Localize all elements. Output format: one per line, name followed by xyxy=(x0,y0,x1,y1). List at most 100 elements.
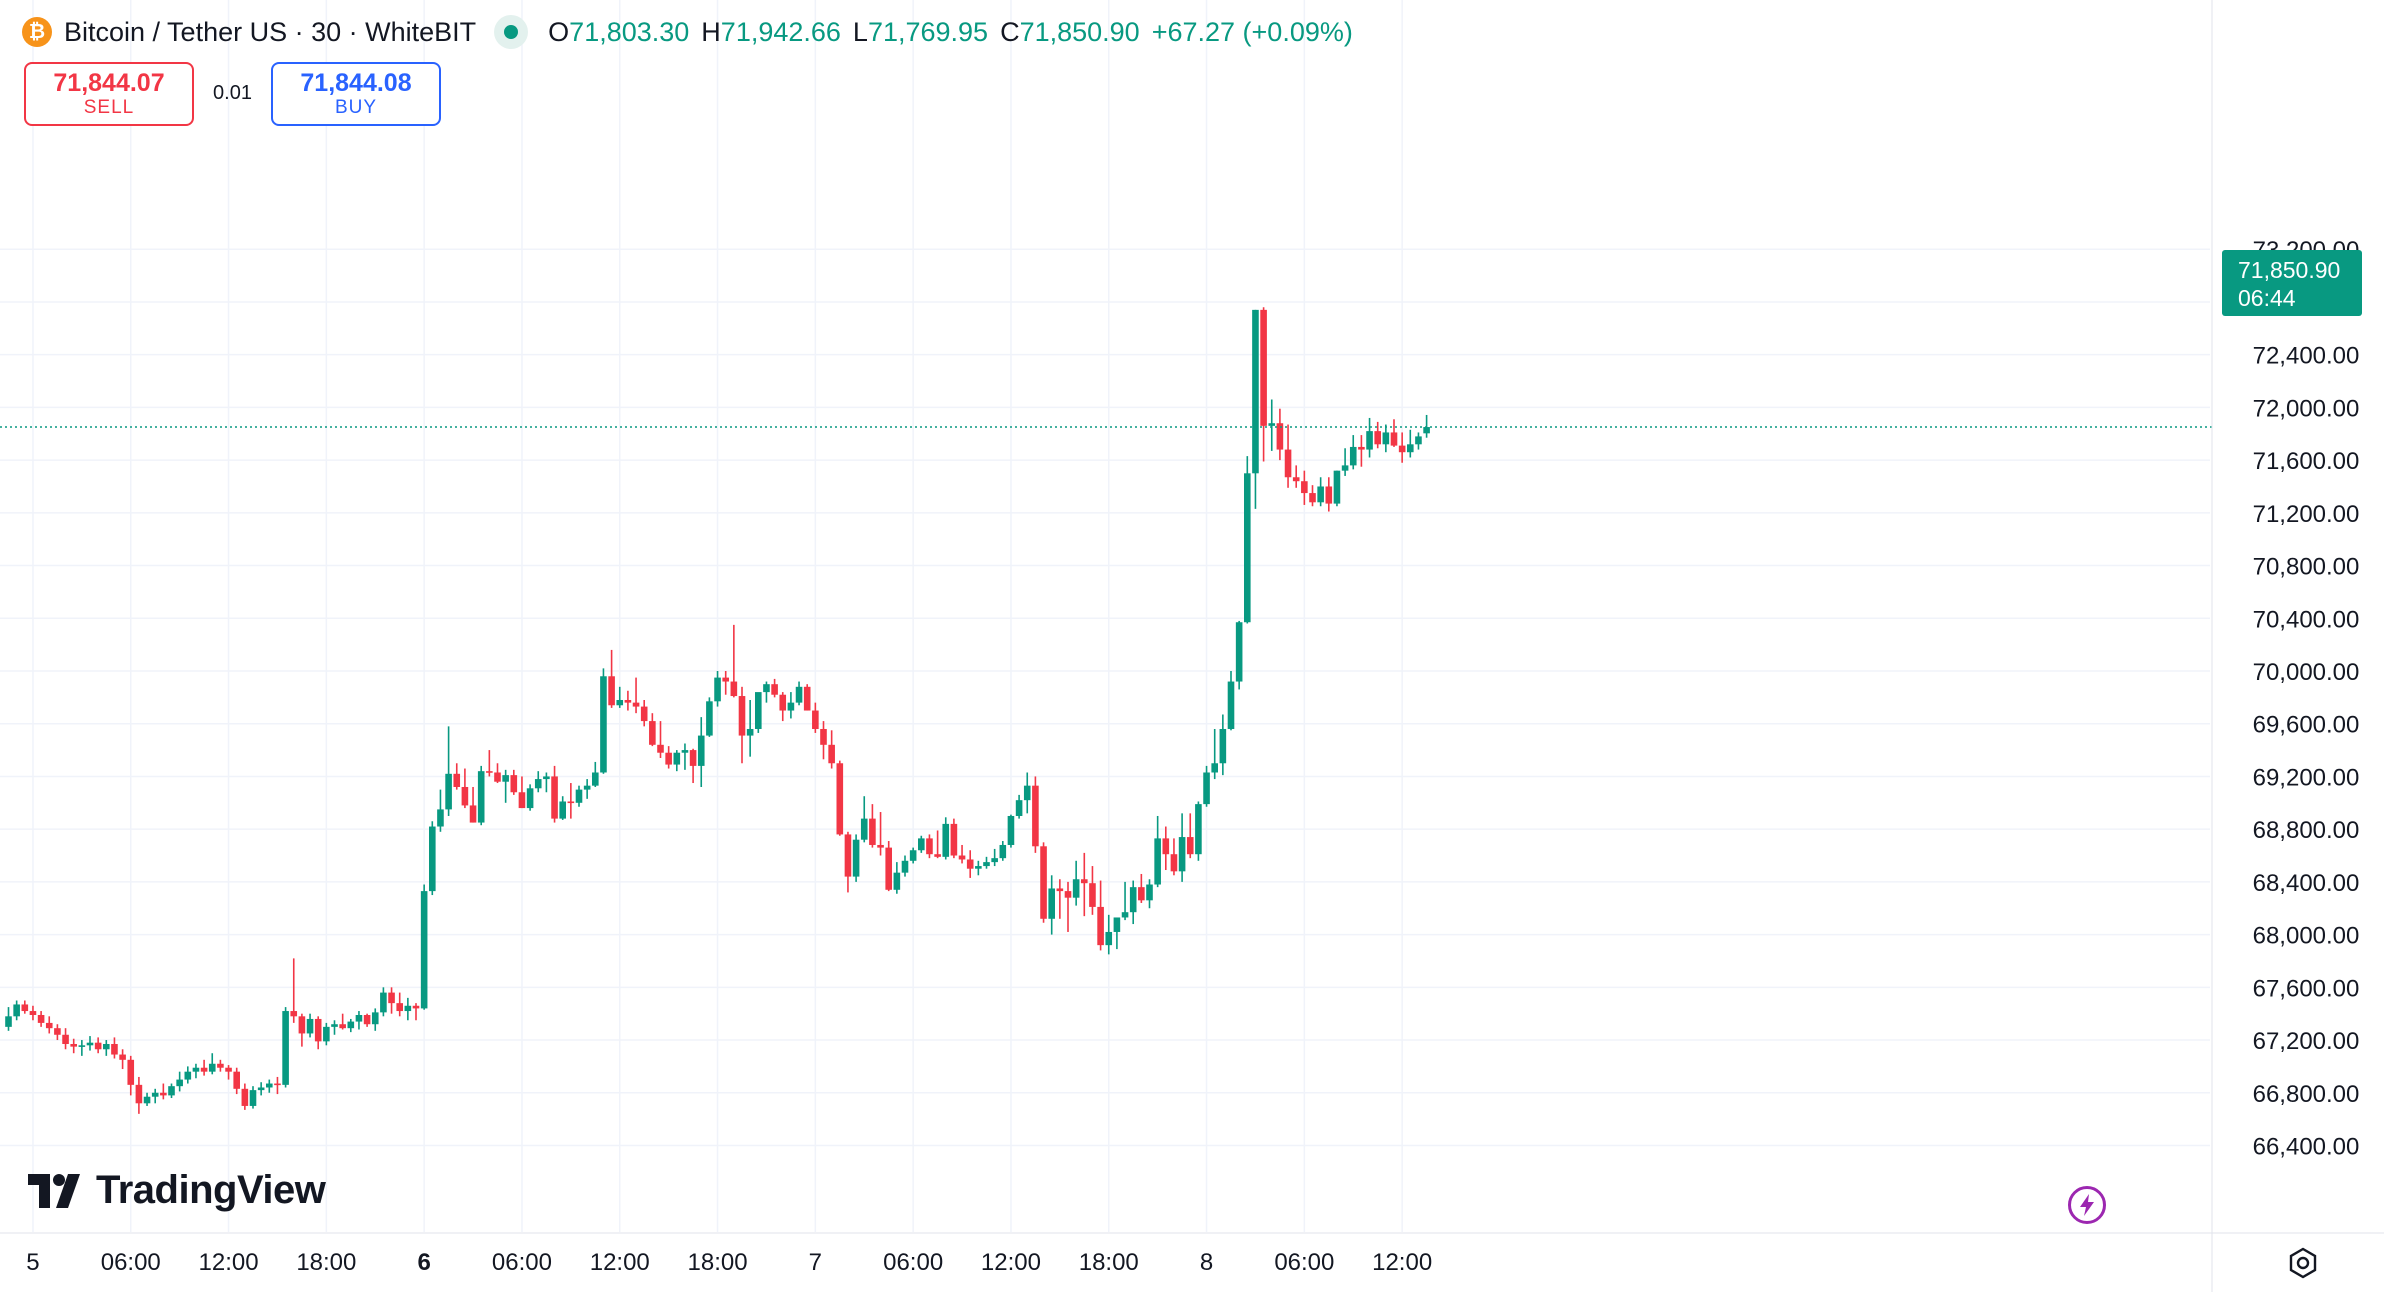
candle-body xyxy=(1325,486,1333,504)
candle-body xyxy=(1048,888,1055,919)
tradingview-logo-icon xyxy=(28,1173,80,1208)
candle-body xyxy=(1260,309,1267,426)
candle-body xyxy=(249,1090,257,1106)
candle xyxy=(192,1063,200,1079)
candle-body xyxy=(820,728,827,745)
time-tick-label: 5 xyxy=(26,1249,39,1276)
candle-body xyxy=(314,1018,322,1042)
spread-value: 0.01 xyxy=(213,82,252,104)
candle-body xyxy=(70,1043,77,1047)
candle-body xyxy=(1423,427,1430,434)
candle-body xyxy=(21,1004,29,1012)
high-label: H xyxy=(701,16,721,47)
candle xyxy=(730,624,738,698)
candle xyxy=(1390,419,1398,447)
candle xyxy=(1358,435,1365,467)
candle xyxy=(551,765,558,823)
time-axis[interactable]: 5 06:00 12:00 18:00 6 06:00 12:00 18:00 7 06:00 12… xyxy=(0,1232,2384,1276)
candle xyxy=(282,1007,289,1088)
candle xyxy=(1007,814,1015,848)
candle xyxy=(1366,417,1373,458)
candle-body xyxy=(1081,879,1088,884)
candle xyxy=(380,987,387,1017)
tradingview-logo[interactable]: TradingView xyxy=(28,1168,326,1213)
candle-body xyxy=(600,676,607,773)
candle-body xyxy=(755,692,762,729)
grid-lines xyxy=(0,0,2210,1232)
candle xyxy=(958,844,966,864)
candle xyxy=(1178,813,1186,882)
candle-body xyxy=(1374,431,1381,445)
candle-body xyxy=(958,855,966,860)
candle-body xyxy=(1415,436,1422,445)
candle-body xyxy=(1178,837,1186,872)
price-tick-label: 71,200.00 xyxy=(2253,501,2360,528)
candle xyxy=(257,1082,265,1096)
candle-body xyxy=(217,1063,224,1068)
price-axis[interactable]: 66,400.00 66,800.00 67,200.00 67,600.00 68,0… xyxy=(2211,0,2360,1292)
candle-body xyxy=(1064,891,1072,898)
candle xyxy=(266,1079,273,1093)
candle xyxy=(836,760,844,836)
candle-body xyxy=(812,710,819,729)
candle xyxy=(1138,873,1145,903)
last-price-tag: 71,850.90 06:44 xyxy=(2222,250,2362,316)
candle-body xyxy=(1162,838,1170,855)
low-value: 71,769.95 xyxy=(867,16,989,47)
lightning-icon[interactable] xyxy=(2068,1186,2106,1224)
candle-body xyxy=(697,735,705,766)
time-tick-label: 06:00 xyxy=(101,1249,161,1276)
candle-body xyxy=(983,862,990,867)
candle xyxy=(901,855,909,877)
candle xyxy=(1382,424,1390,453)
candle-body xyxy=(469,805,477,823)
candle-body xyxy=(869,818,876,845)
candle xyxy=(1097,880,1104,951)
candle-body xyxy=(991,858,998,863)
settings-gear-icon[interactable] xyxy=(2286,1246,2320,1280)
candle-body xyxy=(371,1012,379,1025)
candle xyxy=(1129,880,1137,925)
candle xyxy=(1219,714,1227,776)
price-tick-label: 68,000.00 xyxy=(2253,923,2360,950)
candle-body xyxy=(62,1034,69,1044)
open-value: 71,803.30 xyxy=(569,16,690,47)
candle xyxy=(1325,477,1333,512)
candle xyxy=(1244,456,1251,624)
candle-body xyxy=(803,686,811,711)
sell-button[interactable]: 71,844.07 SELL xyxy=(24,62,194,126)
symbol-title[interactable]: Bitcoin / Tether US · 30 · WhiteBIT xyxy=(64,16,477,47)
candle-body xyxy=(950,823,958,856)
candle-body xyxy=(877,844,884,848)
candle-body xyxy=(1203,772,1210,805)
candle-body xyxy=(1121,912,1129,918)
price-tick-label: 72,000.00 xyxy=(2253,395,2360,422)
candle xyxy=(1015,794,1023,819)
candle xyxy=(1284,424,1292,488)
candle-body xyxy=(233,1071,240,1089)
candle-body xyxy=(1113,917,1121,932)
candle-body xyxy=(274,1083,281,1086)
candle-body xyxy=(909,850,917,861)
candle xyxy=(714,671,721,707)
candle-body xyxy=(176,1079,183,1087)
candle-body xyxy=(860,818,868,840)
candle-body xyxy=(339,1024,346,1029)
candle-body xyxy=(266,1083,273,1088)
candle-body xyxy=(1284,449,1292,478)
time-tick-label: 6 xyxy=(417,1249,430,1276)
candle-body xyxy=(45,1022,53,1029)
candle xyxy=(673,750,681,772)
candle xyxy=(543,772,550,793)
candle xyxy=(1113,917,1121,950)
candle-body xyxy=(706,701,713,736)
candle xyxy=(445,726,452,816)
candle-body xyxy=(559,801,566,819)
candle-body xyxy=(111,1043,118,1055)
buy-button[interactable]: 71,844.08 BUY xyxy=(271,62,441,126)
candle xyxy=(323,1022,330,1046)
candle xyxy=(241,1083,249,1110)
candle-body xyxy=(363,1014,371,1025)
candle-body xyxy=(453,773,461,787)
